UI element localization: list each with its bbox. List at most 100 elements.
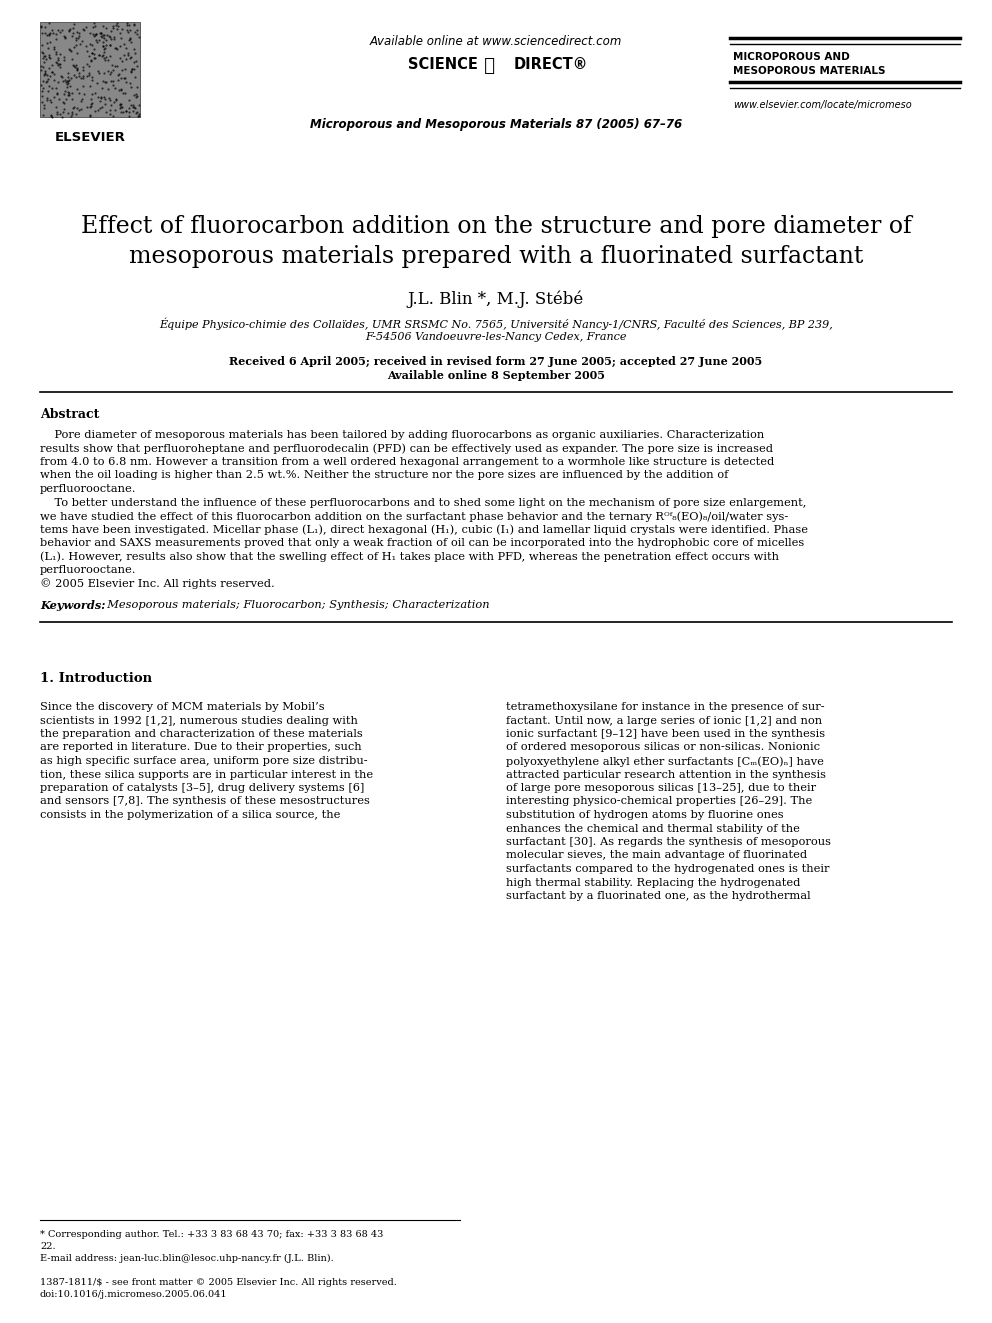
Point <box>34 42 50 64</box>
Point <box>111 79 127 101</box>
Point <box>84 34 100 56</box>
Point <box>51 20 66 41</box>
Point <box>36 98 52 119</box>
Point <box>92 90 108 111</box>
Point <box>45 20 61 41</box>
Point <box>64 101 80 122</box>
Point <box>105 70 121 91</box>
Point <box>96 41 112 62</box>
Point <box>107 78 123 99</box>
Point <box>96 24 112 45</box>
Point <box>84 42 100 64</box>
Point <box>131 95 147 116</box>
Text: (L₁). However, results also show that the swelling effect of H₁ takes place with: (L₁). However, results also show that th… <box>40 552 779 562</box>
Point <box>98 102 114 123</box>
Point <box>91 45 107 66</box>
Point <box>45 22 61 44</box>
Point <box>112 98 128 119</box>
Point <box>98 46 114 67</box>
Text: tetramethoxysilane for instance in the presence of sur-: tetramethoxysilane for instance in the p… <box>506 703 824 712</box>
Point <box>81 62 97 83</box>
Point <box>75 75 91 97</box>
Point <box>71 33 87 54</box>
Point <box>62 40 78 61</box>
Point <box>61 85 76 106</box>
Point <box>49 28 64 49</box>
Point <box>40 33 56 54</box>
Point <box>79 40 95 61</box>
Point <box>35 56 51 77</box>
Point <box>36 52 52 73</box>
Point <box>68 57 84 78</box>
Text: molecular sieves, the main advantage of fluorinated: molecular sieves, the main advantage of … <box>506 851 807 860</box>
Point <box>57 26 72 48</box>
Point <box>105 60 121 81</box>
Point <box>96 94 112 115</box>
Text: preparation of catalysts [3–5], drug delivery systems [6]: preparation of catalysts [3–5], drug del… <box>40 783 364 792</box>
Point <box>106 91 122 112</box>
Point <box>35 79 51 101</box>
Point <box>87 15 103 36</box>
Point <box>87 101 103 122</box>
Point <box>34 74 50 95</box>
Point <box>50 102 65 123</box>
Point <box>35 70 51 91</box>
Point <box>51 89 66 110</box>
Point <box>107 99 123 120</box>
Point <box>41 38 57 60</box>
Point <box>98 71 114 93</box>
Point <box>85 24 101 45</box>
Point <box>123 95 139 116</box>
Point <box>73 67 89 89</box>
Point <box>76 83 92 105</box>
Point <box>126 58 142 79</box>
Point <box>54 66 69 87</box>
Point <box>84 67 100 89</box>
Point <box>131 26 147 48</box>
Point <box>86 48 102 69</box>
Text: we have studied the effect of this fluorocarbon addition on the surfactant phase: we have studied the effect of this fluor… <box>40 511 789 521</box>
Point <box>121 89 137 110</box>
Text: factant. Until now, a large series of ionic [1,2] and non: factant. Until now, a large series of io… <box>506 716 822 725</box>
Point <box>62 19 78 40</box>
Point <box>88 29 104 50</box>
Point <box>42 75 58 97</box>
Point <box>60 85 75 106</box>
Point <box>83 42 99 64</box>
Point <box>101 99 117 120</box>
Point <box>119 19 135 40</box>
Point <box>35 78 51 99</box>
Point <box>35 34 51 56</box>
Point <box>58 69 73 90</box>
Point <box>40 67 56 89</box>
Point <box>44 61 60 82</box>
Point <box>128 50 144 71</box>
Point <box>64 17 80 38</box>
Point <box>35 105 51 126</box>
Point <box>82 105 98 126</box>
Text: Équipe Physico-chimie des Collaïdes, UMR SRSMC No. 7565, Université Nancy-1/CNRS: Équipe Physico-chimie des Collaïdes, UMR… <box>159 318 833 331</box>
Text: DIRECT®: DIRECT® <box>514 57 588 71</box>
Text: of ordered mesoporous silicas or non-silicas. Nonionic: of ordered mesoporous silicas or non-sil… <box>506 742 820 753</box>
Point <box>48 97 63 118</box>
Point <box>116 45 132 66</box>
Point <box>94 70 110 91</box>
Point <box>47 64 62 85</box>
Point <box>73 89 89 110</box>
Point <box>51 54 66 75</box>
Point <box>86 82 102 103</box>
Point <box>97 49 113 70</box>
Point <box>81 33 97 54</box>
Point <box>103 62 119 83</box>
Point <box>100 61 116 82</box>
Point <box>61 62 76 83</box>
Point <box>95 32 111 53</box>
Point <box>90 62 106 83</box>
Point <box>36 48 52 69</box>
Point <box>121 102 137 123</box>
Point <box>124 58 140 79</box>
Point <box>122 20 138 41</box>
Point <box>44 77 60 98</box>
Point <box>125 94 141 115</box>
Point <box>64 22 80 44</box>
